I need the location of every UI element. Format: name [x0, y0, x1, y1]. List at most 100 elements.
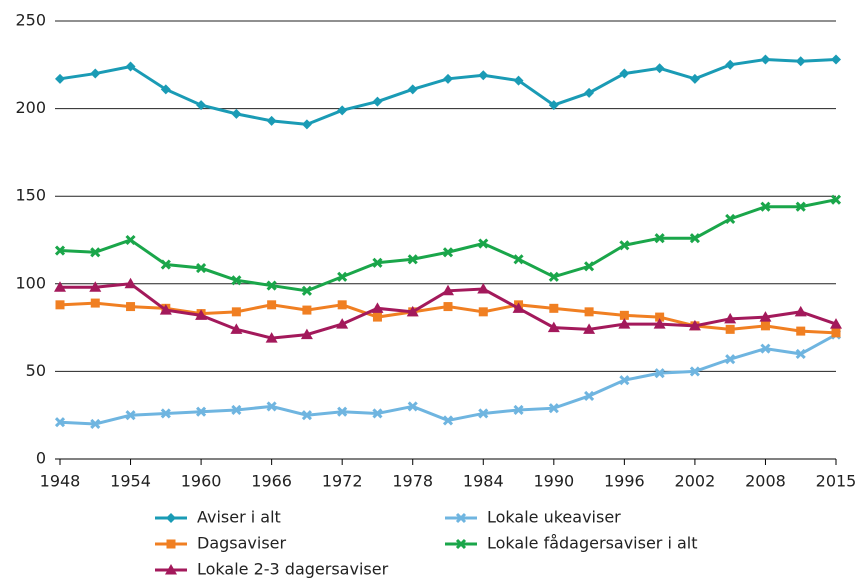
marker: [830, 318, 842, 329]
marker: [653, 318, 666, 329]
marker: [442, 284, 454, 296]
marker: [654, 63, 665, 74]
marker: [160, 84, 171, 95]
marker: [831, 54, 841, 65]
marker: [266, 280, 277, 291]
marker: [655, 312, 665, 322]
marker: [443, 302, 453, 312]
marker: [548, 403, 559, 414]
marker: [126, 302, 136, 312]
marker: [547, 321, 560, 333]
marker: [478, 307, 488, 317]
marker: [195, 309, 208, 320]
marker: [795, 201, 806, 212]
marker: [406, 305, 419, 317]
marker: [125, 234, 136, 246]
marker: [54, 417, 66, 428]
legend-item: Aviser i alt: [155, 508, 281, 527]
marker: [267, 300, 277, 310]
marker: [301, 119, 312, 130]
marker: [619, 68, 630, 79]
marker: [372, 312, 382, 322]
marker: [654, 233, 665, 244]
marker: [196, 262, 207, 274]
marker: [442, 415, 454, 426]
marker: [125, 61, 136, 72]
marker: [230, 323, 243, 334]
marker: [760, 201, 771, 212]
marker: [584, 261, 595, 272]
marker: [196, 100, 207, 111]
marker: [124, 277, 137, 289]
marker: [689, 366, 700, 377]
marker: [372, 408, 383, 419]
marker: [266, 401, 277, 412]
marker: [89, 281, 102, 292]
marker: [548, 271, 559, 282]
marker: [794, 305, 807, 317]
x-tick-label: 1960: [181, 472, 222, 491]
marker: [336, 318, 349, 329]
marker: [160, 259, 171, 270]
series-line: [59, 333, 837, 426]
marker: [513, 75, 524, 86]
marker: [407, 84, 418, 95]
marker: [830, 194, 842, 205]
marker: [724, 312, 737, 324]
marker: [231, 275, 242, 286]
series: [54, 194, 842, 296]
marker: [654, 368, 665, 379]
y-tick-label: 50: [26, 361, 46, 380]
marker: [231, 404, 242, 416]
marker: [584, 307, 594, 317]
y-tick-label: 250: [15, 11, 46, 30]
legend-label: Aviser i alt: [197, 508, 281, 527]
y-tick-label: 200: [15, 98, 46, 117]
legend-item: Dagsaviser: [155, 534, 287, 553]
series: [55, 54, 841, 130]
marker: [796, 326, 806, 336]
marker: [549, 303, 559, 313]
marker: [725, 59, 736, 70]
legend-marker: [165, 564, 177, 575]
marker: [725, 354, 736, 365]
x-tick-label: 1948: [40, 472, 81, 491]
x-tick-label: 1972: [322, 472, 363, 491]
marker: [512, 302, 525, 313]
marker: [372, 96, 383, 107]
legend-label: Lokale ukeaviser: [487, 508, 621, 527]
marker: [90, 418, 101, 430]
marker: [442, 247, 454, 258]
marker: [231, 108, 242, 119]
marker: [759, 311, 772, 322]
marker: [478, 70, 489, 81]
marker: [618, 318, 631, 329]
series-line: [59, 58, 837, 126]
marker: [725, 213, 736, 225]
marker: [548, 100, 559, 111]
x-tick-label: 1978: [392, 472, 433, 491]
x-tick-label: 1990: [533, 472, 574, 491]
marker: [55, 73, 65, 84]
marker: [159, 304, 172, 315]
x-tick-label: 1984: [463, 472, 504, 491]
marker: [619, 240, 630, 251]
legend-marker: [166, 539, 176, 549]
marker: [689, 73, 700, 84]
marker: [160, 408, 171, 419]
marker: [478, 408, 489, 419]
marker: [300, 328, 313, 340]
marker: [688, 319, 701, 331]
marker: [266, 115, 277, 126]
legend-label: Dagsaviser: [197, 534, 287, 553]
x-tick-label: 2002: [675, 472, 716, 491]
marker: [477, 283, 490, 294]
marker: [337, 271, 348, 282]
marker: [795, 348, 806, 359]
marker: [90, 247, 101, 258]
legend-item: Lokale fådagersaviser i alt: [445, 534, 698, 553]
legend-item: Lokale ukeaviser: [445, 508, 621, 527]
marker: [443, 73, 453, 84]
marker: [407, 254, 418, 265]
